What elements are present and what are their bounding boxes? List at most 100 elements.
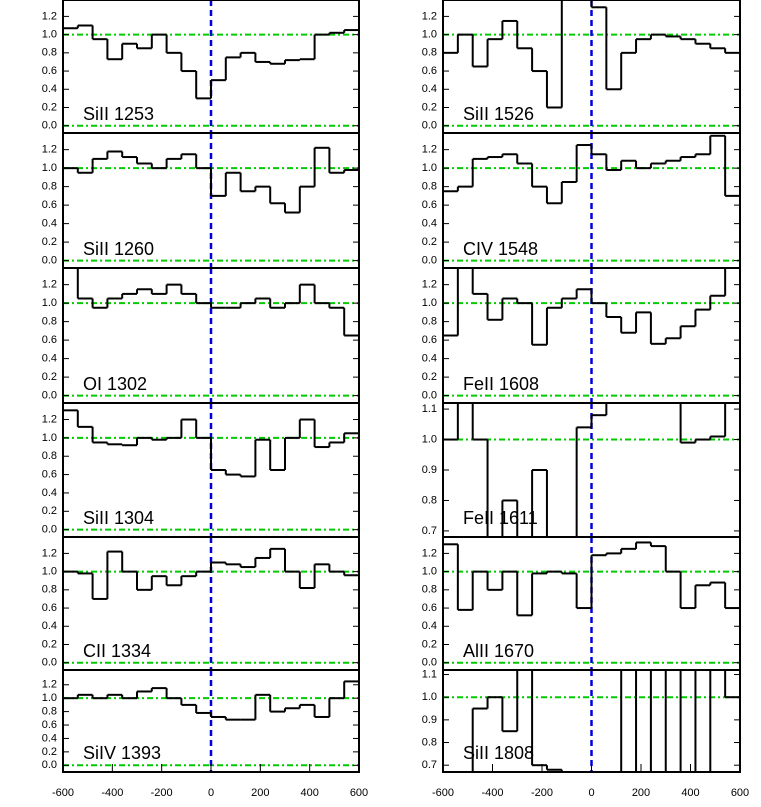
y-tick-label: 0.2 — [42, 236, 57, 248]
panel — [63, 133, 359, 268]
x-tick-label: 400 — [681, 787, 699, 799]
y-tick-label: 1.2 — [422, 547, 437, 559]
y-tick-label: 0.9 — [422, 464, 437, 476]
x-tick-label: 0 — [588, 787, 594, 799]
y-tick-label: 1.0 — [422, 433, 437, 445]
line-label: SiIV 1393 — [83, 743, 161, 763]
x-tick-label: 600 — [350, 787, 368, 799]
x-tick-label: 200 — [632, 787, 650, 799]
y-tick-label: 0.6 — [42, 199, 57, 211]
y-tick-label: 1.2 — [42, 679, 57, 691]
y-tick-label: 0.4 — [422, 353, 437, 365]
x-tick-label: -400 — [101, 787, 123, 799]
x-tick-label: -600 — [432, 787, 454, 799]
y-tick-label: 0.2 — [42, 101, 57, 113]
y-tick-label: 0.0 — [422, 255, 437, 267]
line-label: SiII 1526 — [463, 104, 534, 124]
y-tick-label: 0.4 — [42, 487, 57, 499]
y-tick-label: 0.0 — [42, 524, 57, 536]
x-tick-label: 0 — [208, 787, 214, 799]
y-tick-label: 0.8 — [422, 181, 437, 193]
y-tick-label: 1.0 — [42, 566, 57, 578]
y-tick-label: 0.2 — [422, 371, 437, 383]
x-tick-label: 600 — [731, 787, 749, 799]
y-tick-label: 0.7 — [422, 525, 437, 537]
y-tick-label: 0.0 — [42, 390, 57, 402]
panel — [63, 403, 359, 537]
x-tick-label: -600 — [52, 787, 74, 799]
x-tick-label: -200 — [151, 787, 173, 799]
y-tick-label: 0.4 — [42, 620, 57, 632]
y-tick-label: 0.8 — [42, 47, 57, 59]
panel — [443, 403, 740, 537]
y-tick-label: 1.2 — [422, 144, 437, 156]
y-tick-label: 1.0 — [422, 691, 437, 703]
y-tick-label: 1.2 — [422, 10, 437, 22]
y-tick-label: 0.6 — [422, 199, 437, 211]
y-tick-label: 0.8 — [42, 706, 57, 718]
y-tick-label: 1.2 — [42, 547, 57, 559]
y-tick-label: 0.8 — [422, 584, 437, 596]
y-tick-label: 0.2 — [42, 371, 57, 383]
y-tick-label: 0.8 — [422, 494, 437, 506]
panel — [443, 0, 740, 133]
line-label: CII 1334 — [83, 641, 151, 661]
y-tick-label: 1.1 — [422, 403, 437, 415]
y-tick-label: 1.1 — [422, 668, 437, 680]
line-label: OI 1302 — [83, 374, 147, 394]
y-tick-label: 0.4 — [42, 353, 57, 365]
line-label: AlII 1670 — [463, 641, 534, 661]
panel — [443, 268, 740, 403]
y-tick-label: 0.2 — [42, 746, 57, 758]
x-tick-label: 400 — [300, 787, 318, 799]
y-tick-label: 0.8 — [42, 181, 57, 193]
y-tick-label: 1.0 — [42, 297, 57, 309]
y-tick-label: 0.8 — [42, 584, 57, 596]
y-tick-label: 1.0 — [422, 566, 437, 578]
y-tick-label: 0.0 — [422, 120, 437, 132]
y-tick-label: 0.0 — [42, 759, 57, 771]
x-tick-label: 200 — [251, 787, 269, 799]
y-tick-label: 0.6 — [42, 719, 57, 731]
line-label: SiII 1260 — [83, 239, 154, 259]
y-tick-label: 0.4 — [422, 218, 437, 230]
y-tick-label: 0.6 — [42, 468, 57, 480]
line-label: SiII 1808 — [463, 743, 534, 763]
panel — [443, 133, 740, 268]
y-tick-label: 1.0 — [42, 162, 57, 174]
y-tick-label: 0.6 — [422, 65, 437, 77]
y-tick-label: 0.0 — [422, 390, 437, 402]
line-label: FeII 1611 — [463, 508, 538, 528]
x-tick-label: -400 — [481, 787, 503, 799]
y-tick-label: 1.0 — [42, 29, 57, 41]
y-tick-label: 0.6 — [42, 65, 57, 77]
y-tick-label: 0.0 — [42, 657, 57, 669]
panel — [63, 670, 359, 772]
y-tick-label: 1.0 — [422, 162, 437, 174]
panel — [443, 670, 740, 772]
y-tick-label: 0.4 — [422, 83, 437, 95]
y-tick-label: 0.6 — [42, 602, 57, 614]
y-tick-label: 0.4 — [422, 620, 437, 632]
line-label: CIV 1548 — [463, 239, 538, 259]
line-label: FeII 1608 — [463, 374, 539, 394]
panel — [63, 0, 359, 133]
y-tick-label: 0.9 — [422, 714, 437, 726]
y-tick-label: 0.4 — [42, 83, 57, 95]
y-tick-label: 0.0 — [42, 120, 57, 132]
y-tick-label: 0.8 — [422, 736, 437, 748]
y-tick-label: 1.2 — [42, 279, 57, 291]
y-tick-label: 0.2 — [42, 638, 57, 650]
y-tick-label: 0.2 — [422, 638, 437, 650]
panel — [63, 268, 359, 403]
panel — [63, 537, 359, 670]
y-tick-label: 0.2 — [422, 236, 437, 248]
y-tick-label: 0.0 — [422, 657, 437, 669]
y-tick-label: 0.6 — [422, 602, 437, 614]
x-tick-label: -200 — [531, 787, 553, 799]
y-tick-label: 0.4 — [42, 732, 57, 744]
y-tick-label: 0.2 — [422, 101, 437, 113]
y-tick-label: 0.8 — [42, 450, 57, 462]
line-label: SiII 1253 — [83, 104, 154, 124]
